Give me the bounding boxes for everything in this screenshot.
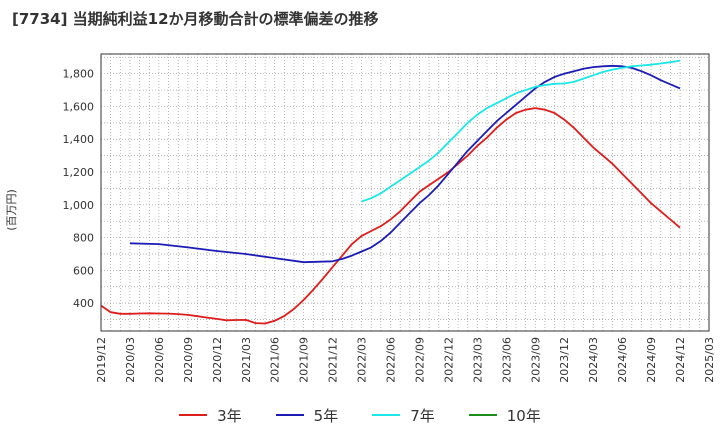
x-tick-labels: 2019/12 2020/03 2020/06 2020/09 2020/12 2021/… (95, 337, 716, 383)
y-tick-labels: 400 600 800 1,000 1,200 1,400 1,600 1,800 (63, 68, 95, 310)
legend-item-4: 10年 (468, 405, 541, 426)
x-tick-label: 2025/03 (703, 337, 716, 383)
legend-label: 5年 (313, 406, 339, 425)
legend-swatch (468, 414, 497, 416)
x-tick-label: 2022/09 (413, 337, 426, 383)
x-tick-label: 2022/03 (356, 337, 369, 383)
y-tick-label: 600 (73, 264, 94, 277)
series-lines (100, 59, 681, 325)
x-tick-label: 2023/06 (500, 337, 513, 383)
legend: 3年 5年 7年 10年 (0, 403, 720, 427)
x-tick-label: 2024/06 (616, 337, 629, 383)
x-tick-label: 2021/12 (327, 337, 340, 383)
y-tick-label: 400 (73, 297, 94, 310)
legend-swatch (179, 414, 208, 416)
x-tick-label: 2019/12 (95, 337, 108, 383)
x-tick-label: 2024/09 (645, 337, 658, 383)
y-tick-label: 1,600 (63, 100, 95, 113)
x-tick-label: 2023/03 (471, 337, 484, 383)
x-tick-label: 2020/12 (211, 337, 224, 383)
x-tick-label: 2024/12 (674, 337, 687, 383)
y-tick-label: 1,000 (63, 199, 95, 212)
plot-frame (100, 53, 710, 332)
grid (101, 54, 709, 331)
x-tick-label: 2020/09 (182, 337, 195, 383)
x-tick-label: 2024/03 (587, 337, 600, 383)
x-tick-label: 2023/09 (529, 337, 542, 383)
legend-swatch (372, 414, 401, 416)
x-tick-label: 2022/06 (385, 337, 398, 383)
chart-title: [7734] 当期純利益12か月移動合計の標準偏差の推移 (12, 10, 379, 28)
legend-item-2: 5年 (275, 405, 339, 426)
x-tick-label: 2021/06 (269, 337, 282, 383)
series-line-2 (129, 64, 681, 264)
legend-label: 10年 (506, 406, 541, 425)
x-tick-label: 2020/03 (124, 337, 137, 383)
legend-swatch (275, 414, 304, 416)
y-tick-label: 1,200 (63, 166, 95, 179)
legend-item-3: 7年 (372, 405, 435, 426)
legend-label: 3年 (217, 406, 242, 425)
legend-label: 7年 (410, 406, 435, 425)
y-tick-label: 800 (73, 232, 94, 245)
legend-item-1: 3年 (179, 405, 242, 426)
x-tick-label: 2021/03 (240, 337, 253, 383)
series-line-1 (100, 107, 681, 325)
x-tick-label: 2020/06 (153, 337, 166, 383)
series-line-3 (361, 59, 681, 203)
x-tick-label: 2021/09 (298, 337, 311, 383)
x-tick-label: 2023/12 (558, 337, 571, 383)
y-tick-label: 1,800 (63, 68, 95, 81)
x-tick-label: 2022/12 (442, 337, 455, 383)
y-tick-label: 1,400 (63, 133, 95, 146)
